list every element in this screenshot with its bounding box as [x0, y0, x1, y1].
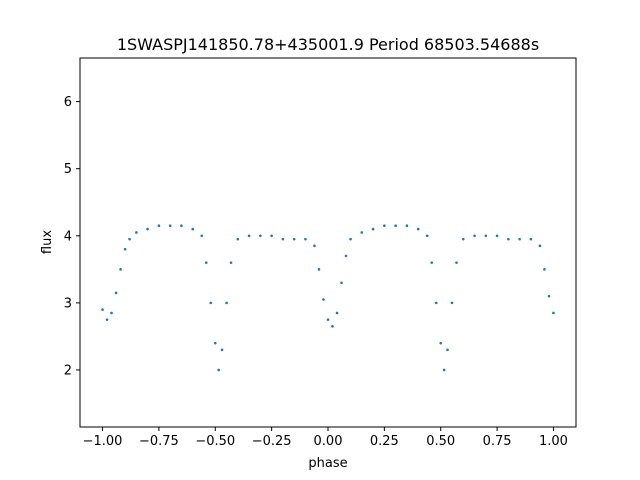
data-point	[135, 231, 138, 234]
data-point	[360, 231, 364, 234]
data-point	[200, 234, 204, 238]
data-point	[507, 237, 510, 241]
data-point	[340, 281, 343, 285]
data-point	[281, 237, 285, 241]
data-point	[450, 301, 454, 305]
y-tick-label: 6	[64, 95, 72, 110]
x-tick-label: 0.25	[370, 434, 399, 449]
chart-title: 1SWASPJ141850.78+435001.9 Period 68503.5…	[117, 35, 539, 54]
x-tick-label: −1.00	[83, 434, 123, 449]
data-point	[217, 368, 220, 372]
data-point	[371, 227, 375, 231]
data-point	[331, 325, 334, 328]
data-point	[322, 298, 325, 301]
data-point	[220, 348, 224, 352]
data-point	[473, 234, 476, 238]
data-point	[101, 308, 104, 311]
x-tick-label: 0.00	[314, 434, 343, 449]
data-point	[259, 234, 262, 238]
y-tick-label: 2	[64, 363, 72, 378]
data-point	[416, 227, 420, 231]
data-point	[168, 224, 172, 228]
data-point	[434, 301, 438, 305]
data-point	[455, 261, 458, 264]
y-tick-label: 3	[64, 296, 72, 311]
data-point	[335, 311, 339, 315]
x-axis: −1.00 −0.75 −0.50 −0.25 0.00 0.25 0.50 0.75 1.00	[83, 427, 568, 449]
data-point	[304, 237, 307, 241]
x-tick-label: 0.75	[483, 434, 512, 449]
data-point	[430, 261, 434, 264]
x-tick-label: −0.75	[139, 434, 179, 449]
data-point	[236, 237, 240, 241]
data-point	[495, 234, 499, 238]
y-tick-label: 4	[64, 229, 72, 244]
data-point	[552, 311, 555, 315]
data-point	[518, 237, 521, 241]
y-tick-label: 5	[64, 162, 72, 177]
data-point	[317, 268, 321, 271]
data-point	[439, 341, 443, 345]
data-point	[326, 318, 330, 321]
data-point	[225, 301, 228, 305]
x-tick-label: 1.00	[539, 434, 568, 449]
x-axis-label: phase	[308, 456, 347, 471]
data-point	[344, 254, 348, 258]
data-point	[114, 291, 118, 295]
data-point	[213, 341, 217, 345]
data-point	[191, 227, 195, 231]
data-point	[349, 237, 352, 241]
data-point	[123, 247, 127, 251]
data-point	[425, 234, 429, 238]
data-point	[446, 348, 449, 352]
data-point	[442, 368, 446, 372]
data-point	[538, 244, 542, 248]
data-point	[313, 244, 316, 248]
data-point	[543, 268, 546, 271]
data-point	[247, 234, 251, 238]
data-point	[484, 234, 488, 238]
x-tick-label: −0.25	[252, 434, 292, 449]
data-point	[394, 224, 397, 228]
data-point	[110, 311, 113, 315]
data-point	[105, 318, 109, 321]
data-point	[405, 224, 409, 228]
y-axis-label: flux	[40, 230, 55, 254]
data-point	[128, 237, 131, 241]
data-point	[461, 237, 465, 241]
data-point	[119, 268, 122, 271]
data-point	[209, 301, 213, 305]
data-point	[270, 234, 273, 238]
data-point	[157, 224, 161, 228]
data-point	[383, 224, 386, 228]
data-point	[529, 237, 533, 241]
data-point	[547, 294, 551, 298]
data-point	[204, 261, 208, 264]
y-axis: 2 3 4 5 6	[64, 95, 80, 378]
data-point	[229, 261, 233, 264]
x-tick-label: −0.50	[195, 434, 235, 449]
data-point	[180, 224, 183, 228]
data-points	[101, 224, 555, 372]
data-point	[292, 237, 296, 241]
x-tick-label: 0.50	[426, 434, 455, 449]
data-point	[146, 227, 149, 231]
